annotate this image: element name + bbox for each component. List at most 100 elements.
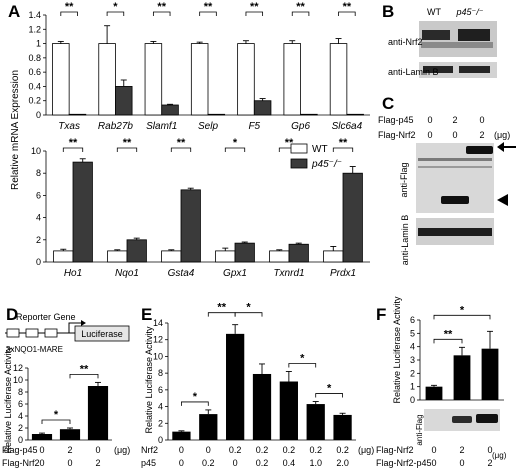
- panel-e-cond-value: 0.2: [336, 445, 349, 455]
- panel-f-cond-value: 2: [487, 458, 492, 468]
- panel-e-cond-value: 0.4: [283, 458, 296, 468]
- mare-element-1: [6, 328, 20, 338]
- construct-reporter-label: Reporter Gene: [16, 312, 76, 322]
- blot-c-unit: (μg): [494, 130, 510, 140]
- panel-e-bar-2: [226, 333, 245, 440]
- category-label-a-1: Ho1: [64, 268, 82, 279]
- panel-f-unit: (μg): [492, 451, 507, 460]
- blot-c-p45-band: [441, 196, 469, 204]
- bar-a-1-Gpx1-s1: [234, 242, 255, 263]
- panel-e-y-tick-label: 12: [153, 335, 163, 345]
- blot-b-lamin-band-ko: [459, 66, 490, 73]
- bar-a-1-Txnrd1-s1: [288, 243, 309, 263]
- panel-d-sig-bracket: [69, 374, 99, 379]
- mare-element-3: [44, 328, 58, 338]
- blot-c-row2-v1: 0: [452, 130, 457, 140]
- panel-e-y-tick-label: 6: [158, 385, 163, 395]
- panel-d-cond-value: 2: [95, 458, 100, 468]
- category-label-a-1: Gsta4: [168, 268, 195, 279]
- panel-e-unit: (μg): [358, 445, 374, 455]
- sig-bracket-a-0: [245, 11, 264, 16]
- blot-c-nrf2-band: [466, 146, 493, 154]
- panel-e-sig-bracket-label: *: [300, 352, 305, 364]
- panel-e-y-tick-label: 4: [158, 402, 163, 412]
- luciferase-gene-box: [74, 325, 130, 342]
- panel-e-cond-value: 1.0: [309, 458, 322, 468]
- panel-e-cond-value: 0: [179, 458, 184, 468]
- panel-a-top-plot: 0 0.2 0.4 0.6 0.8 1 1.2 1.4 Txas ** Rab27b * Slamf1 *…: [28, 1, 370, 132]
- panel-a-0-y-tick-label: 0.6: [28, 67, 41, 77]
- sig-bracket-a-1-label: **: [123, 137, 132, 149]
- sig-bracket-a-0-label: **: [343, 1, 352, 13]
- bar-a-0-Slc6a4-s0: [329, 43, 348, 116]
- blot-c-row2-v2: 2: [479, 130, 484, 140]
- legend-label-ko: p45⁻/⁻: [311, 159, 342, 170]
- blot-c-lamin-band: [418, 228, 492, 236]
- panel-d-y-tick-label: 10: [13, 375, 23, 385]
- panel-e-sig-bracket-label: *: [193, 391, 198, 403]
- panel-e-cond-value: 0: [179, 445, 184, 455]
- sig-bracket-a-0-label: **: [204, 1, 213, 13]
- blot-b-row-nrf2: anti-Nrf2: [388, 37, 423, 47]
- panel-e-cond-label: Nrf2: [141, 445, 158, 455]
- sig-bracket-a-1-label: **: [285, 137, 294, 149]
- sig-bracket-a-0: [106, 11, 125, 16]
- blot-b-nrf2-smear: [421, 42, 493, 48]
- panel-d-cond-value: 0: [39, 445, 44, 455]
- panel-f-sig-bracket: [433, 338, 463, 344]
- category-label-a-0: Slamf1: [146, 121, 177, 132]
- bar-a-1-Prdx1-s1: [342, 172, 363, 263]
- sig-bracket-a-0: [152, 11, 171, 16]
- bar-a-1-Gsta4-s0: [161, 250, 182, 263]
- blot-b-row-lamin: anti-Lamin B: [388, 67, 439, 77]
- panel-d-sig-bracket-label: *: [54, 409, 59, 421]
- panel-e-cond-value: 2.0: [336, 458, 349, 468]
- panel-f-cond-value: 0: [487, 445, 492, 455]
- panel-f-sig-bracket-label: *: [460, 304, 465, 316]
- sig-bracket-a-0: [199, 11, 217, 16]
- panel-a-1-y-tick-label: 0: [36, 257, 41, 267]
- panel-c-blot: Flag-p45 0 2 0 Flag-Nrf2 0 0 2 (μg) anti…: [378, 115, 516, 265]
- panel-f-y-tick-label: 4: [410, 342, 415, 352]
- bar-a-1-Txnrd1-s0: [269, 250, 290, 263]
- panel-f-cond-value: 0: [431, 445, 436, 455]
- panel-d-cond-value: 0: [95, 445, 100, 455]
- panel-a-legend: WT p45⁻/⁻: [290, 143, 342, 170]
- blot-c-row2-v0: 0: [427, 130, 432, 140]
- blot-b-nrf2-band-ko: [458, 29, 490, 41]
- blot-b-lamin-band-wt: [423, 66, 453, 73]
- bar-a-1-Nqo1-s0: [107, 250, 128, 263]
- blot-c-row1-v1: 2: [452, 115, 457, 125]
- blot-f-band-nrf2-p45: [476, 414, 498, 423]
- sig-bracket-a-0: [291, 11, 310, 16]
- construct-element-label: 3xNQO1-MARE: [6, 345, 63, 354]
- sig-bracket-a-1-label: **: [69, 137, 78, 149]
- category-label-a-0: F5: [248, 121, 260, 132]
- blot-c-row1-label: Flag-p45: [378, 115, 414, 125]
- panel-a-0-y-tick-label: 1.4: [28, 10, 41, 20]
- panel-f-y-tick-label: 3: [410, 355, 415, 365]
- panel-e-sig-bracket: [181, 401, 209, 406]
- bar-a-0-Rab27b-s1: [115, 86, 133, 116]
- panel-d-ylabel: Relative Luciferase Activity: [3, 346, 13, 454]
- panel-d-cond-label: Flag-p45: [2, 445, 38, 455]
- panel-f-sig-bracket-label: **: [444, 328, 453, 340]
- panel-d-y-tick-label: 0: [18, 435, 23, 445]
- panel-e-sig-bracket: [234, 312, 263, 317]
- panel-e-sig-bracket-label: **: [217, 302, 226, 314]
- panel-e-bar-1: [199, 414, 218, 440]
- panel-f-sig-bracket: [433, 314, 491, 320]
- blot-c-arrow-head: [497, 142, 504, 152]
- bar-a-0-Gp6-s0: [283, 43, 301, 116]
- panel-d-bar-1: [59, 429, 81, 440]
- bar-a-1-Ho1-s1: [72, 161, 93, 263]
- blot-c-arrowhead: [497, 194, 508, 206]
- panel-a-0-y-tick-label: 0.4: [28, 81, 41, 91]
- bar-a-0-Txas-s1: [68, 113, 87, 116]
- panel-e-bar-6: [333, 414, 352, 440]
- panel-a-0-y-tick-label: 0.8: [28, 53, 41, 63]
- category-label-a-1: Txnrd1: [273, 268, 304, 279]
- panel-e-cond-label: p45: [141, 458, 156, 468]
